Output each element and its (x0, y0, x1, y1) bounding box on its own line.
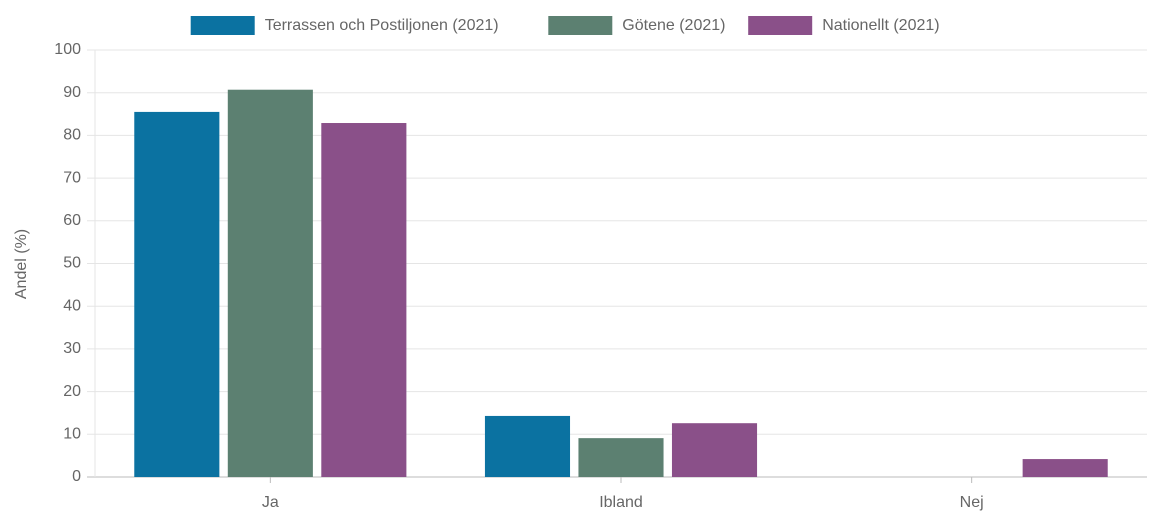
y-tick-label: 10 (63, 426, 81, 443)
y-tick-label: 90 (63, 84, 81, 101)
y-tick-label: 20 (63, 383, 81, 400)
bar (321, 123, 407, 477)
y-tick-label: 40 (63, 297, 81, 314)
y-tick-label: 0 (72, 468, 81, 485)
x-tick-label: Ibland (599, 494, 643, 511)
y-tick-label: 100 (54, 41, 81, 58)
y-tick-label: 50 (63, 255, 81, 272)
x-tick-label: Nej (960, 494, 984, 511)
legend-label: Terrassen och Postiljonen (2021) (265, 17, 499, 34)
legend-label: Nationellt (2021) (822, 17, 939, 34)
bar (484, 415, 571, 477)
y-tick-label: 80 (63, 127, 81, 144)
y-tick-label: 30 (63, 340, 81, 357)
x-tick-label: Ja (262, 494, 279, 511)
legend-swatch (190, 16, 255, 35)
bar (227, 89, 313, 477)
bar (1022, 459, 1108, 477)
bar (134, 111, 220, 477)
y-tick-label: 70 (63, 169, 81, 186)
legend-label: Götene (2021) (622, 17, 725, 34)
bar (578, 438, 664, 477)
legend-swatch (548, 16, 613, 35)
bar (671, 423, 758, 477)
legend-swatch (748, 16, 813, 35)
y-tick-label: 60 (63, 212, 81, 229)
y-axis-label: Andel (%) (13, 229, 30, 299)
